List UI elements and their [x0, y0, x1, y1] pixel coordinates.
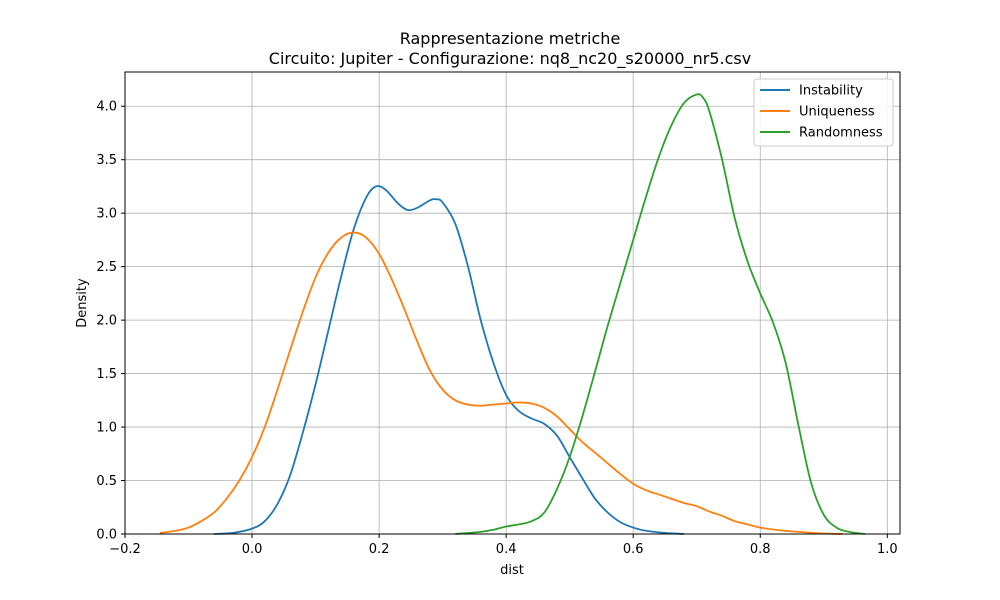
series-lines: [159, 93, 866, 535]
legend-box: [753, 78, 894, 147]
y-tick-label: 1.5: [96, 367, 117, 382]
y-tick-label: 3.0: [96, 207, 117, 222]
x-tick-label: 1.0: [877, 542, 898, 557]
chart-subtitle: Circuito: Jupiter - Configurazione: nq8_…: [269, 49, 751, 69]
series-line-instability: [213, 185, 685, 535]
legend-label-randomness: Randomness: [799, 126, 883, 141]
x-tick-label: 0.8: [750, 542, 771, 557]
y-tick-label: 2.5: [96, 260, 117, 275]
series-line-randomness: [455, 93, 866, 535]
y-axis-label: Density: [75, 278, 90, 328]
y-tick-label: 4.0: [96, 100, 117, 115]
x-tick-label: 0.2: [369, 542, 390, 557]
y-tick-label: 2.0: [96, 314, 117, 329]
x-tick-label: 0.0: [242, 542, 263, 557]
plot-frame: [124, 71, 901, 535]
x-tick-label: −0.2: [109, 542, 141, 557]
legend-label-uniqueness: Uniqueness: [799, 105, 875, 120]
series-line-uniqueness: [159, 231, 843, 535]
y-tick-label: 3.5: [96, 153, 117, 168]
x-tick-label: 0.4: [496, 542, 517, 557]
legend-label-instability: Instability: [799, 84, 863, 99]
y-tick-label: 1.0: [96, 421, 117, 436]
axes: −0.2 0.0 0.2 0.4 0.6 0.8 1.00.00.51.01.52.02.5…: [96, 100, 897, 557]
y-tick-label: 0.5: [96, 474, 117, 489]
legend: Instability Uniqueness Randomness: [753, 78, 894, 147]
y-tick-label: 0.0: [96, 528, 117, 543]
chart-title: Rappresentazione metriche: [400, 29, 621, 48]
x-axis-label: dist: [500, 563, 524, 578]
x-tick-label: 0.6: [623, 542, 644, 557]
